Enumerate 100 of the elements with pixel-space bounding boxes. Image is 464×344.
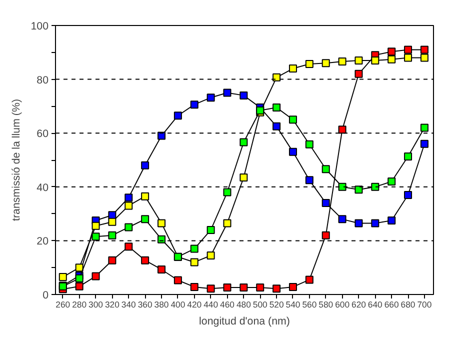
point [190, 258, 198, 266]
x-tick-label: 640 [368, 300, 383, 310]
point [404, 46, 412, 54]
point [388, 178, 396, 186]
point [124, 194, 133, 202]
y-tick-label: 60 [36, 128, 49, 140]
point [141, 215, 150, 224]
point [75, 264, 84, 272]
x-tick-label: 340 [121, 300, 136, 310]
point [223, 188, 232, 196]
point [58, 273, 67, 282]
point [108, 231, 116, 240]
x-tick-label: 620 [352, 300, 366, 310]
y-tick-label: 0 [42, 290, 49, 302]
point [371, 56, 380, 64]
point [322, 59, 330, 68]
point [240, 138, 248, 146]
point [272, 122, 281, 130]
y-tick-label: 100 [30, 20, 49, 32]
point [206, 284, 215, 293]
point [174, 276, 182, 284]
x-tick-label: 560 [302, 300, 317, 310]
point [404, 152, 412, 161]
point [420, 46, 428, 54]
x-tick-label: 360 [138, 300, 152, 310]
point [206, 94, 215, 102]
y-tick-label: 40 [36, 182, 49, 194]
point [240, 173, 248, 182]
x-tick-label: 440 [204, 300, 218, 310]
point [92, 272, 100, 280]
y-tick-label: 80 [36, 74, 49, 86]
x-tick-label: 520 [269, 300, 284, 310]
point [75, 274, 84, 282]
point [92, 222, 100, 230]
point [190, 244, 198, 253]
point [371, 219, 380, 228]
point [371, 182, 380, 191]
point [272, 104, 281, 112]
x-tick-label: 260 [56, 300, 70, 310]
point [305, 276, 314, 284]
point [141, 256, 150, 264]
x-tick-label: 660 [384, 300, 399, 310]
point [158, 219, 166, 228]
point [190, 282, 198, 291]
point [158, 132, 166, 140]
point [206, 251, 215, 260]
x-tick-label: 320 [104, 300, 120, 310]
x-tick-label: 580 [318, 300, 334, 310]
x-tick-label: 500 [252, 300, 268, 310]
x-tick-label: 420 [187, 300, 202, 310]
point [322, 231, 330, 240]
point [338, 126, 346, 134]
point [256, 284, 264, 292]
point [338, 215, 346, 224]
point [108, 256, 116, 264]
point [305, 140, 314, 148]
point [124, 202, 133, 210]
y-tick-label: 20 [36, 236, 49, 248]
point [420, 54, 428, 62]
point [158, 235, 166, 244]
point [354, 70, 363, 78]
point [322, 165, 330, 174]
point [354, 219, 363, 228]
x-tick-label: 480 [236, 300, 252, 310]
point [404, 190, 412, 199]
point [338, 58, 346, 66]
point [108, 218, 116, 226]
x-tick-label: 680 [400, 300, 416, 310]
point [388, 216, 396, 225]
point [338, 182, 346, 191]
y-axis-title: transmissió de la llum (%) [10, 98, 23, 221]
x-tick-label: 380 [154, 300, 169, 310]
x-tick-label: 300 [88, 300, 104, 310]
x-tick-label: 280 [72, 300, 87, 310]
point [388, 48, 396, 56]
point [288, 148, 297, 156]
point [404, 54, 412, 62]
point [158, 265, 166, 274]
point [190, 100, 198, 109]
point [288, 116, 297, 124]
x-tick-label: 600 [335, 300, 350, 310]
point [124, 223, 133, 232]
x-axis-title: longitud d'ona (nm) [199, 316, 290, 328]
point [420, 140, 428, 148]
x-tick-label: 540 [286, 300, 300, 310]
point [174, 112, 182, 120]
x-tick-label: 460 [220, 300, 235, 310]
point [305, 176, 314, 184]
point [92, 232, 100, 241]
point [305, 60, 314, 68]
point [420, 124, 428, 132]
point [272, 284, 281, 293]
point [322, 199, 330, 208]
point [141, 161, 150, 170]
x-tick-label: 700 [417, 300, 432, 310]
point [288, 282, 297, 291]
x-tick-label: 400 [170, 300, 186, 310]
point [288, 64, 297, 73]
point [272, 73, 281, 82]
point [223, 88, 232, 97]
